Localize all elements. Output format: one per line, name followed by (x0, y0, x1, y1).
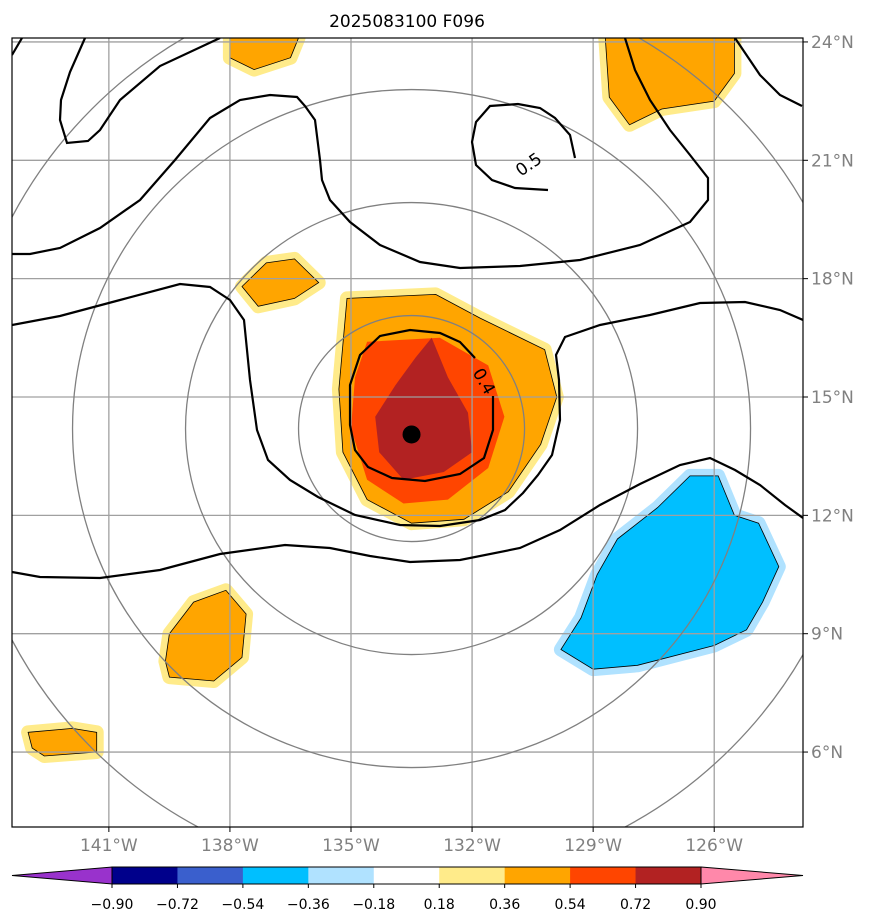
lat-tick-label: 18°N (811, 270, 854, 290)
colorbar-tick-label: 0.36 (489, 897, 520, 913)
colorbar-segment (112, 867, 178, 884)
contour-line-ne-arc (734, 38, 803, 107)
contour-line-nw-arc (58, 38, 221, 145)
colorbar-extend-low (11, 866, 113, 885)
colorbar-segment (504, 867, 571, 884)
contour-line-west-loop (12, 282, 803, 528)
lat-tick-label: 6°N (811, 743, 843, 763)
colorbar: −0.90 −0.72 −0.54 −0.36 −0.18 0.18 0.36 0.54 0.7… (11, 866, 804, 913)
latitude-tick-labels: 24°N 21°N 18°N 15°N 12°N 9°N 6°N (803, 33, 854, 763)
center-marker-layer (402, 425, 421, 444)
colorbar-frame (111, 866, 702, 885)
colorbar-tick-label: −0.72 (156, 897, 199, 913)
colorbar-segment (373, 867, 440, 884)
colorbar-tick-label: 0.72 (620, 897, 651, 913)
lon-tick-label: 132°W (443, 836, 501, 856)
contour-line-south (12, 456, 803, 580)
black-contour-lines (12, 38, 803, 580)
contour-line-north-main (12, 38, 710, 270)
shading-region-central-blob-inner (375, 337, 473, 480)
range-rings (12, 38, 803, 827)
contour-line-north-trough (12, 38, 23, 56)
range-ring (71, 88, 752, 769)
storm-center-dot (402, 425, 421, 444)
colorbar-tick-label: 0.18 (424, 897, 455, 913)
lon-tick-label: 126°W (685, 836, 743, 856)
lon-tick-label: 129°W (564, 836, 622, 856)
chart-title: 2025083100 F096 (329, 12, 485, 32)
lat-tick-label: 21°N (811, 151, 854, 171)
colorbar-segment (242, 867, 309, 884)
shading-region-ne-blob (604, 38, 735, 126)
lat-tick-label: 12°N (811, 506, 854, 526)
colorbar-tick-label: 0.54 (555, 897, 586, 913)
colorbar-tick-label: 0.90 (685, 897, 716, 913)
lat-lon-gridlines (12, 38, 803, 827)
lat-tick-label: 9°N (811, 625, 843, 645)
colorbar-tick-label: −0.18 (352, 897, 395, 913)
contour-line-0.5-loop (470, 102, 577, 192)
colorbar-tick-label: −0.54 (221, 897, 264, 913)
longitude-tick-labels: 141°W 138°W 135°W 132°W 129°W 126°W (80, 827, 743, 856)
colorbar-segment (439, 867, 506, 884)
shading-region-sw-blob (164, 589, 247, 682)
lat-tick-label: 24°N (811, 33, 854, 53)
lat-tick-label: 15°N (811, 388, 854, 408)
range-ring (297, 314, 526, 543)
map-frame (11, 37, 804, 828)
lon-tick-label: 141°W (80, 836, 138, 856)
lon-tick-label: 138°W (201, 836, 259, 856)
colorbar-segment (635, 867, 702, 884)
colorbar-tick-label: −0.90 (91, 897, 134, 913)
colorbar-segment (177, 867, 244, 884)
colorbar-tick-label: −0.36 (287, 897, 330, 913)
colorbar-extend-high (700, 866, 804, 885)
range-ring (184, 201, 639, 656)
shading-region-small-18n-blob (241, 258, 320, 307)
colorbar-segment (308, 867, 375, 884)
colorbar-segment (570, 867, 637, 884)
contour-line-0.4-loop (348, 328, 495, 483)
lon-tick-label: 135°W (322, 836, 380, 856)
